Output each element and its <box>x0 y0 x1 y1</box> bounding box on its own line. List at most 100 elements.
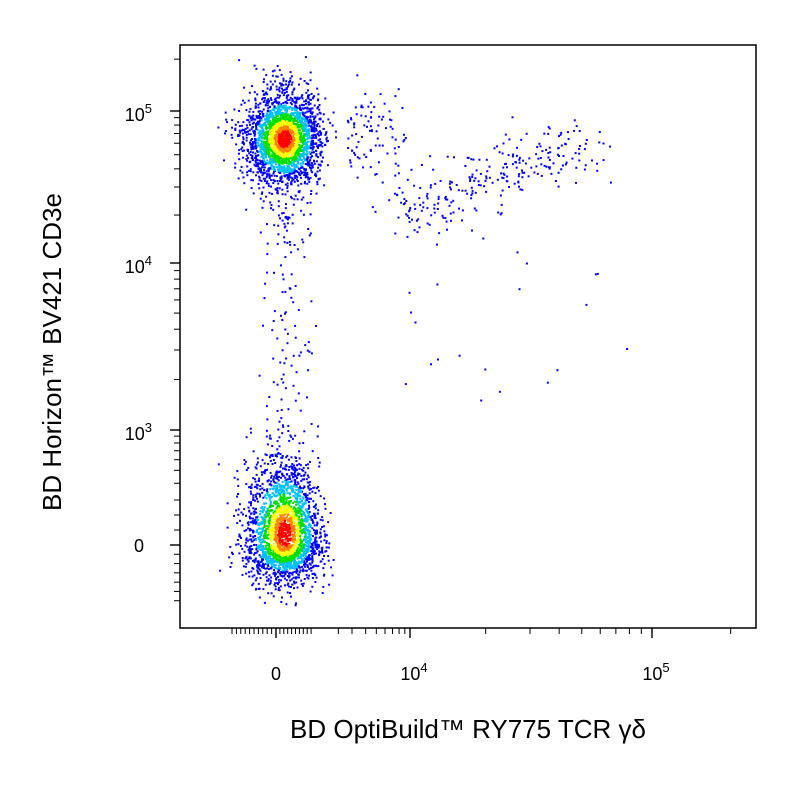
event-dot <box>256 546 259 549</box>
event-dot <box>286 511 289 514</box>
event-dot <box>290 586 292 588</box>
event-dot <box>307 512 310 515</box>
event-dot <box>304 496 307 499</box>
event-dot <box>310 169 313 172</box>
event-dot <box>290 75 293 78</box>
event-dot <box>280 522 283 525</box>
event-dot <box>247 527 249 530</box>
event-dot <box>288 175 291 178</box>
event-dot <box>305 545 308 548</box>
event-dot <box>284 123 287 126</box>
event-dot <box>308 180 311 183</box>
event-dot <box>303 128 306 131</box>
event-dot <box>291 117 294 120</box>
event-dot <box>279 130 282 133</box>
event-dot <box>279 466 282 468</box>
event-dot <box>317 425 319 428</box>
event-dot <box>274 574 276 577</box>
event-dot <box>268 138 271 141</box>
event-dot <box>316 181 319 183</box>
event-dot <box>298 566 301 569</box>
event-dot <box>277 88 280 91</box>
event-dot <box>265 142 268 145</box>
event-dot <box>249 107 252 110</box>
event-dot <box>280 155 283 158</box>
event-dot <box>235 543 238 546</box>
event-dot <box>314 492 317 494</box>
event-dot <box>296 474 299 477</box>
event-dot <box>250 486 253 489</box>
event-dot <box>283 120 286 123</box>
event-dot <box>321 592 324 594</box>
event-dot <box>311 520 314 523</box>
event-dot <box>248 547 251 550</box>
event-dot <box>254 480 257 483</box>
event-dot <box>261 137 264 140</box>
event-dot <box>282 121 285 124</box>
event-dot <box>291 552 294 555</box>
event-dot <box>331 574 334 577</box>
event-dot <box>250 538 253 541</box>
event-dot <box>265 101 268 104</box>
event-dot <box>275 123 278 126</box>
event-dot <box>266 174 269 177</box>
event-dot <box>285 140 288 143</box>
event-dot <box>287 503 290 506</box>
event-dot <box>252 132 255 135</box>
event-dot <box>257 524 260 526</box>
event-dot <box>301 94 304 97</box>
event-dot <box>258 545 260 548</box>
event-dot <box>322 120 324 123</box>
event-dot <box>289 101 292 104</box>
event-dot <box>310 549 313 552</box>
event-dot <box>258 138 261 141</box>
event-dot <box>280 461 283 464</box>
event-dot <box>312 96 315 99</box>
event-dot <box>313 130 316 133</box>
event-dot <box>270 164 273 167</box>
event-dot <box>296 499 299 502</box>
event-dot <box>274 585 277 588</box>
event-dot <box>257 165 260 168</box>
event-dot <box>290 561 293 564</box>
event-dot <box>321 145 324 148</box>
event-dot <box>302 114 305 117</box>
event-dot <box>293 538 296 541</box>
event-dot <box>267 513 270 516</box>
event-dot <box>301 111 304 114</box>
event-dot <box>261 124 264 127</box>
event-dot <box>281 557 284 560</box>
event-dot <box>327 555 330 558</box>
event-dot <box>279 498 282 501</box>
event-dot <box>273 566 276 569</box>
event-dot <box>252 142 254 145</box>
event-dot <box>283 525 285 528</box>
event-dot <box>284 546 287 549</box>
event-dot <box>267 592 270 595</box>
event-dot <box>285 473 288 476</box>
event-dot <box>296 140 298 143</box>
event-dot <box>278 117 281 120</box>
event-dot <box>296 532 299 535</box>
event-dot <box>303 138 306 141</box>
event-dot <box>276 553 279 556</box>
event-dot <box>254 99 257 102</box>
event-dot <box>256 500 259 503</box>
event-dot <box>301 146 304 148</box>
event-dot <box>317 106 320 108</box>
event-dot <box>258 136 261 139</box>
event-dot <box>324 143 327 146</box>
event-dot <box>310 487 313 490</box>
event-dot <box>261 527 264 530</box>
event-dot <box>265 571 268 574</box>
event-dot <box>298 550 301 553</box>
event-dot <box>265 74 268 77</box>
event-dot <box>277 170 280 173</box>
event-dot <box>280 144 283 147</box>
event-dot <box>280 161 283 164</box>
event-dot <box>294 148 297 150</box>
event-dot <box>266 104 269 107</box>
event-dot <box>304 508 307 511</box>
event-dot <box>259 513 262 515</box>
event-dot <box>284 113 287 116</box>
